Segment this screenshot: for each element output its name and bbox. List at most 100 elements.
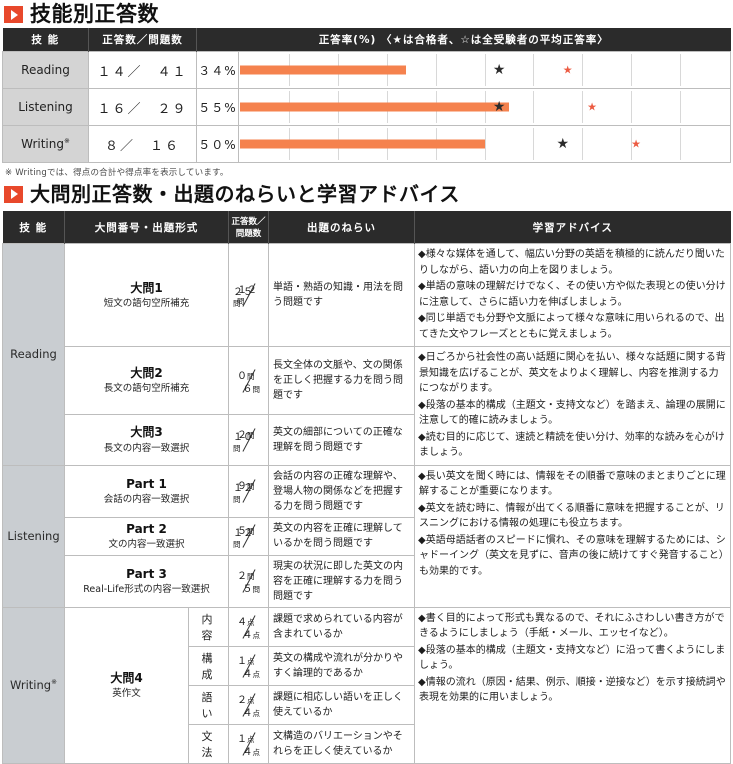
detail-row: 大問2長文の語句空所補充０問６問長文全体の文脈や、文の関係を正しく把握する力を問…: [3, 345, 731, 466]
skill-score: ８／ １６: [88, 125, 197, 163]
all-average-star-icon: ★: [562, 63, 573, 77]
detail-table-header-row: 技 能 大問番号・出題形式 正答数／問題数 出題のねらい 学習アドバイス: [2, 211, 731, 244]
question-score: ２問５問: [228, 554, 269, 608]
detail-row: Part 3Real-Life形式の内容一致選択２問５問現実の状況に即した英文の…: [3, 554, 731, 608]
all-average-star-icon: ★: [587, 100, 598, 114]
question-score: １点４点: [228, 723, 269, 764]
question-aim: 英文の構成や流れが分かりやすく論理的であるか: [268, 645, 415, 686]
pass-average-star-icon: ★: [492, 62, 506, 78]
question-title: Part 3 Real-Life形式の内容一致選択: [64, 554, 229, 608]
writing-category: 語 い: [188, 684, 229, 725]
question-aim: 単語・熟語の知識・用法を問う問題です: [268, 243, 415, 347]
question-aim: 長文全体の文脈や、文の関係を正しく把握する力を問う問題です: [268, 345, 415, 416]
header-aim: 出題のねらい: [268, 211, 415, 244]
question-score: ９問１２問: [228, 464, 269, 518]
skills-section-header: 技能別正答数: [0, 0, 733, 28]
skill-name-listening: Listening: [2, 88, 89, 126]
advice-line: ◆読む目的に応じて、速読と精読を使い分け、効率的な読みを心がけましょう。: [418, 431, 725, 459]
question-aim: 英文の細部についての正確な理解を問う問題です: [268, 414, 415, 466]
question-score: ０問６問: [228, 345, 269, 416]
skills-table-body: Reading １４／ ４１ ３４% ★ ★ Listening １６／ ２９ ５５% ★ ★ Wr…: [2, 51, 731, 163]
question-score: １２問 ２５問: [228, 243, 269, 347]
skill-bar-chart: ★ ★: [238, 125, 731, 163]
advice-line: ◆書く目的によって形式も異なるので、それにふさわしい書き方ができるようにしましょ…: [418, 612, 725, 640]
header-rate-legend: 正答率(%) 〈★は合格者、☆は全受験者の平均正答率〉: [196, 28, 731, 52]
advice-line: ◆段落の基本的構成（主題文・支持文など）に沿って書くようにしましょう。: [418, 644, 726, 672]
skill-name-writing: Writing※: [2, 125, 89, 163]
question-title: Part 2 文の内容一致選択: [64, 516, 229, 556]
study-advice: ◆日ごろから社会性の高い話題に関心を払い、様々な話題に関する背景知識を広げること…: [414, 346, 731, 466]
question-aim: 英文の内容を正確に理解しているかを問う問題です: [268, 516, 415, 556]
advice-line: ◆日ごろから社会性の高い話題に関心を払い、様々な話題に関する背景知識を広げること…: [418, 352, 726, 394]
question-title: 大問2 長文の語句空所補充: [64, 345, 229, 416]
header-skill-2: 技 能: [2, 211, 65, 244]
percent-bar: [240, 102, 509, 112]
skill-score: １６／ ２９: [88, 88, 197, 126]
skill-bar-chart: ★ ★: [238, 51, 731, 89]
detail-row: 大問3長文の内容一致選択２問１０問英文の細部についての正確な理解を問う問題です: [3, 414, 731, 466]
writing-category: 内 容: [188, 606, 229, 647]
question-title: 大問3 長文の内容一致選択: [64, 414, 229, 466]
question-score: １点４点: [228, 645, 269, 686]
skills-table: 技 能 正答数／問題数 正答率(%) 〈★は合格者、☆は全受験者の平均正答率〉 …: [2, 28, 731, 163]
detail-row: Reading 大問1 短文の語句空所補充 １２問 ２５問 単語・熟語の知識・用法を問う問…: [2, 243, 731, 466]
question-title: 大問1 短文の語句空所補充: [64, 243, 229, 347]
pass-average-star-icon: ★: [492, 99, 506, 115]
header-score: 正答数／問題数: [88, 28, 197, 52]
detail-table-body: Reading 大問1 短文の語句空所補充 １２問 ２５問 単語・熟語の知識・用法を問う問…: [2, 243, 731, 764]
advice-line: ◆同じ単語でも分野や文脈によって様々な意味に用いられるので、出てきた文やフレーズ…: [418, 313, 725, 340]
detail-section-header: 大問別正答数・出題のねらいと学習アドバイス: [0, 180, 733, 207]
question-score: ５問１２問: [228, 516, 269, 556]
header-score-2: 正答数／問題数: [228, 211, 269, 244]
advice-line: ◆様々な媒体を通して、幅広い分野の英語を積極的に読んだり聞いたりしながら、語い力…: [418, 249, 725, 276]
detail-skill-listening: Listening: [2, 464, 65, 608]
study-advice: ◆長い英文を聞く時には、情報をその順番で意味のまとまりごとに理解することが重要に…: [414, 464, 731, 608]
report-page: 技能別正答数 技 能 正答数／問題数 正答率(%) 〈★は合格者、☆は全受験者の…: [0, 0, 733, 716]
question-aim: 課題に相応しい語いを正しく使えているか: [268, 684, 415, 725]
detail-row: 構 成１点４点英文の構成や流れが分かりやすく論理的であるか: [3, 645, 731, 686]
detail-skill-reading: Reading: [2, 243, 65, 466]
skill-score: １４／ ４１: [88, 51, 197, 89]
question-title: 大問4 英作文: [64, 606, 189, 764]
advice-line: ◆長い英文を聞く時には、情報をその順番で意味のまとまりごとに理解することが重要に…: [418, 470, 726, 498]
skill-bar-chart: ★ ★: [238, 88, 731, 126]
skill-percent: ３４%: [196, 51, 239, 89]
skills-section-title: 技能別正答数: [30, 2, 159, 26]
skill-row: Listening １６／ ２９ ５５% ★ ★: [2, 88, 731, 126]
question-aim: 現実の状況に即した英文の内容を正確に理解する力を問う問題です: [268, 554, 415, 608]
skill-name-reading: Reading: [2, 51, 89, 89]
advice-line: ◆情報の流れ（原因・結果、例示、順接・逆接など）を示す接続詞や表現を効果的に用い…: [418, 676, 726, 704]
advice-line: ◆英文を読む時に、情報が出てくる順番に意味を把握することが、リスニングにおける情…: [418, 502, 725, 530]
question-score: ２点４点: [228, 684, 269, 725]
triangle-marker-icon-2: [4, 185, 23, 203]
pass-average-star-icon: ★: [556, 136, 570, 152]
question-aim: 課題で求められている内容が含まれているか: [268, 606, 415, 647]
question-aim: 文構造のバリエーションやそれらを正しく使えているか: [268, 723, 415, 764]
skill-percent: ５０%: [196, 125, 239, 163]
question-title: Part 1 会話の内容一致選択: [64, 464, 229, 518]
header-skill: 技 能: [2, 28, 89, 52]
detail-table: 技 能 大問番号・出題形式 正答数／問題数 出題のねらい 学習アドバイス Rea…: [2, 211, 731, 764]
percent-bar: [240, 139, 485, 149]
percent-bar: [240, 65, 407, 75]
question-aim: 会話の内容の正確な理解や、登場人物の関係などを把握する力を問う問題です: [268, 464, 415, 518]
study-advice: ◆様々な媒体を通して、幅広い分野の英語を積極的に読んだり聞いたりしながら、語い力…: [414, 243, 731, 347]
study-advice: ◆書く目的によって形式も異なるので、それにふさわしい書き方ができるようにしましょ…: [414, 606, 731, 764]
detail-section-title: 大問別正答数・出題のねらいと学習アドバイス: [30, 182, 460, 206]
advice-line: ◆英語母語話者のスピードに慣れ、その意味を理解するためには、シャドーイング（英文…: [418, 534, 726, 577]
question-score: ２問１０問: [228, 414, 269, 466]
question-score: ４点４点: [228, 606, 269, 647]
skills-table-header-row: 技 能 正答数／問題数 正答率(%) 〈★は合格者、☆は全受験者の平均正答率〉: [2, 28, 731, 52]
advice-line: ◆段落の基本的構成（主題文・支持文など）を踏まえ、論理の展開に注意して的確に読み…: [418, 399, 726, 427]
header-question: 大問番号・出題形式: [64, 211, 229, 244]
triangle-marker-icon: [4, 6, 23, 23]
writing-category: 文 法: [188, 723, 229, 764]
writing-category: 構 成: [188, 645, 229, 686]
skill-row: Writing※ ８／ １６ ５０% ★ ★: [2, 125, 731, 163]
detail-skill-writing: Writing※: [2, 606, 65, 764]
skills-footnote: ※ Writingでは、得点の合計や得点率を表示しています。: [5, 168, 229, 178]
header-advice: 学習アドバイス: [414, 211, 731, 244]
skill-row: Reading １４／ ４１ ３４% ★ ★: [2, 51, 731, 89]
